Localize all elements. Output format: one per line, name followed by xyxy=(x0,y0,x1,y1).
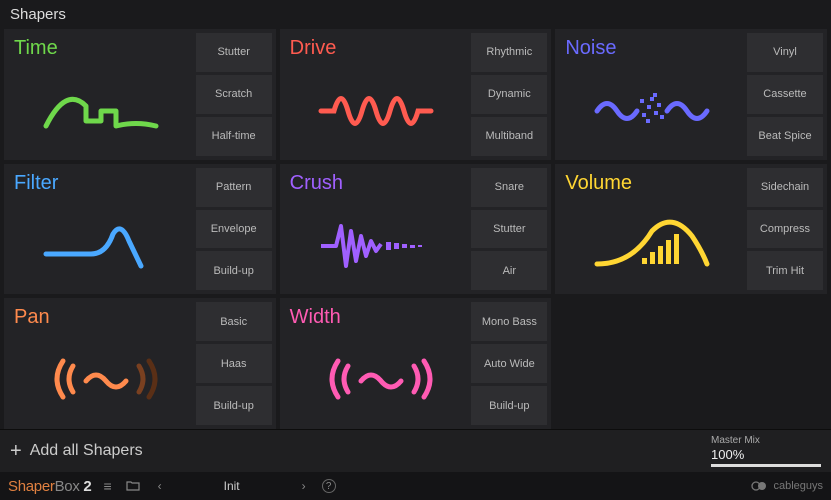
preset-button[interactable]: Half-time xyxy=(196,117,272,156)
shaper-select-crush[interactable]: Crush xyxy=(280,164,472,295)
preset-button[interactable]: Envelope xyxy=(196,210,272,249)
drive-icon xyxy=(290,62,464,156)
preset-list: Rhythmic Dynamic Multiband xyxy=(471,29,551,160)
preset-button[interactable]: Beat Spice xyxy=(747,117,823,156)
preset-button[interactable]: Haas xyxy=(196,344,272,383)
preset-button[interactable]: Build-up xyxy=(471,386,547,425)
shaper-card-width: Width Mono Bass Auto Wide Build-up xyxy=(280,298,552,429)
preset-button[interactable]: Snare xyxy=(471,168,547,207)
panel-title: Shapers xyxy=(0,0,831,29)
preset-button[interactable]: Compress xyxy=(747,210,823,249)
preset-button[interactable]: Cassette xyxy=(747,75,823,114)
shaper-title: Time xyxy=(14,37,188,60)
plus-icon: + xyxy=(10,440,22,463)
shaper-select-filter[interactable]: Filter xyxy=(4,164,196,295)
help-icon[interactable]: ? xyxy=(322,479,336,493)
logo-part-b: Box xyxy=(55,478,80,495)
shaper-title: Width xyxy=(290,306,464,329)
master-mix-slider[interactable] xyxy=(711,464,821,467)
preset-button[interactable]: Rhythmic xyxy=(471,33,547,72)
empty-slot xyxy=(555,298,827,429)
logo-part-c: 2 xyxy=(83,478,91,495)
preset-button[interactable]: Auto Wide xyxy=(471,344,547,383)
preset-button[interactable]: Stutter xyxy=(196,33,272,72)
preset-list: Basic Haas Build-up xyxy=(196,298,276,429)
shaper-card-volume: Volume Sidechain Compress Trim Hit xyxy=(555,164,827,295)
shaper-select-pan[interactable]: Pan xyxy=(4,298,196,429)
preset-button[interactable]: Vinyl xyxy=(747,33,823,72)
add-row: + Add all Shapers Master Mix 100% xyxy=(0,429,831,472)
preset-button[interactable]: Mono Bass xyxy=(471,302,547,341)
shaper-title: Crush xyxy=(290,172,464,195)
preset-list: Stutter Scratch Half-time xyxy=(196,29,276,160)
preset-button[interactable]: Dynamic xyxy=(471,75,547,114)
brand-text: cableguys xyxy=(773,480,823,492)
preset-nav: ‹ Init › xyxy=(152,477,312,495)
shaper-title: Filter xyxy=(14,172,188,195)
panel-title-text: Shapers xyxy=(10,6,66,23)
volume-icon xyxy=(565,197,739,291)
time-icon xyxy=(14,62,188,156)
shaper-select-noise[interactable]: Noise xyxy=(555,29,747,160)
preset-list: Mono Bass Auto Wide Build-up xyxy=(471,298,551,429)
shaper-card-filter: Filter Pattern Envelope Build-up xyxy=(4,164,276,295)
preset-button[interactable]: Basic xyxy=(196,302,272,341)
preset-button[interactable]: Trim Hit xyxy=(747,251,823,290)
logo-part-a: Shaper xyxy=(8,478,55,495)
preset-button[interactable]: Air xyxy=(471,251,547,290)
shaper-card-crush: Crush Snare Stutter Air xyxy=(280,164,552,295)
shaper-title: Volume xyxy=(565,172,739,195)
shaper-title: Pan xyxy=(14,306,188,329)
product-logo: ShaperBox 2 xyxy=(8,478,91,495)
preset-button[interactable]: Scratch xyxy=(196,75,272,114)
preset-button[interactable]: Build-up xyxy=(196,386,272,425)
shaper-title: Drive xyxy=(290,37,464,60)
shaper-card-noise: Noise Vinyl Cassette Beat Spice xyxy=(555,29,827,160)
preset-button[interactable]: Sidechain xyxy=(747,168,823,207)
preset-list: Vinyl Cassette Beat Spice xyxy=(747,29,827,160)
add-all-shapers-button[interactable]: + Add all Shapers xyxy=(10,440,143,463)
master-mix-value: 100% xyxy=(711,447,821,462)
pan-icon xyxy=(14,331,188,425)
brand-icon xyxy=(751,481,767,491)
shaper-card-time: Time Stutter Scratch Half-time xyxy=(4,29,276,160)
shaper-select-drive[interactable]: Drive xyxy=(280,29,472,160)
noise-icon xyxy=(565,62,739,156)
preset-prev-button[interactable]: ‹ xyxy=(152,477,168,495)
menu-icon[interactable]: ≡ xyxy=(101,478,113,494)
shaper-card-pan: Pan Basic Haas Build-up xyxy=(4,298,276,429)
preset-button[interactable]: Multiband xyxy=(471,117,547,156)
shaper-select-volume[interactable]: Volume xyxy=(555,164,747,295)
filter-icon xyxy=(14,197,188,291)
shaper-grid: Time Stutter Scratch Half-time Drive Rhy… xyxy=(0,29,831,429)
preset-list: Sidechain Compress Trim Hit xyxy=(747,164,827,295)
crush-icon xyxy=(290,197,464,291)
add-all-label: Add all Shapers xyxy=(30,442,143,460)
shaper-select-time[interactable]: Time xyxy=(4,29,196,160)
shaper-select-width[interactable]: Width xyxy=(280,298,472,429)
shaper-title: Noise xyxy=(565,37,739,60)
preset-button[interactable]: Build-up xyxy=(196,251,272,290)
preset-list: Snare Stutter Air xyxy=(471,164,551,295)
width-icon xyxy=(290,331,464,425)
master-mix[interactable]: Master Mix 100% xyxy=(711,435,821,467)
folder-icon[interactable] xyxy=(124,478,142,494)
brand-label: cableguys xyxy=(751,480,823,492)
footer-bar: ShaperBox 2 ≡ ‹ Init › ? cableguys xyxy=(0,472,831,500)
preset-button[interactable]: Stutter xyxy=(471,210,547,249)
master-mix-label: Master Mix xyxy=(711,435,821,446)
preset-list: Pattern Envelope Build-up xyxy=(196,164,276,295)
preset-next-button[interactable]: › xyxy=(296,477,312,495)
shaper-card-drive: Drive Rhythmic Dynamic Multiband xyxy=(280,29,552,160)
preset-button[interactable]: Pattern xyxy=(196,168,272,207)
preset-name[interactable]: Init xyxy=(172,479,292,493)
